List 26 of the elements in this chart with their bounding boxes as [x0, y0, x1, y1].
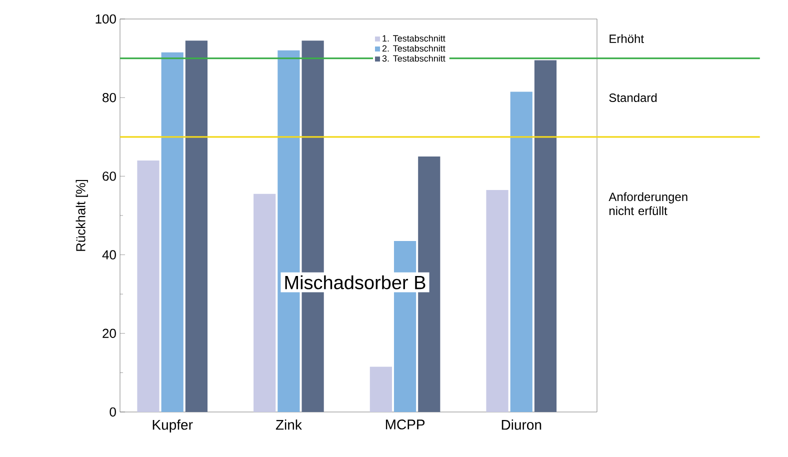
x-tick-label: Kupfer [152, 420, 193, 433]
text: Anforderungen nicht erfüllt [608, 192, 688, 216]
y-tick-label: 20 [102, 328, 116, 338]
y-tick-label: 80 [102, 92, 116, 102]
x-tick-label: MCPP [386, 420, 425, 430]
y-tick-label: 40 [102, 250, 116, 260]
bar [534, 60, 557, 412]
annotation: Mischadsorber B [285, 275, 426, 290]
y-tick-label: 60 [102, 172, 116, 181]
legend-label: 2. Testabschnitt [382, 45, 446, 52]
text: Erhöht [610, 34, 644, 44]
x-tick-label: Zink [276, 420, 302, 430]
text: Standard [609, 93, 657, 102]
bar [137, 160, 160, 412]
bar [370, 366, 392, 412]
bar [486, 190, 508, 412]
y-axis-title: Rückhalt [%] [76, 180, 88, 251]
y-tick-label: 0 [110, 407, 116, 417]
bar [161, 52, 184, 412]
bar [510, 92, 532, 412]
bar [254, 194, 276, 412]
bar [185, 40, 208, 412]
legend-label: 1. Testabschnitt [382, 34, 446, 42]
legend-label: 3. Testabschnitt [382, 55, 446, 62]
y-tick-label: 100 [96, 14, 116, 24]
x-tick-label: Diuron [502, 420, 542, 430]
